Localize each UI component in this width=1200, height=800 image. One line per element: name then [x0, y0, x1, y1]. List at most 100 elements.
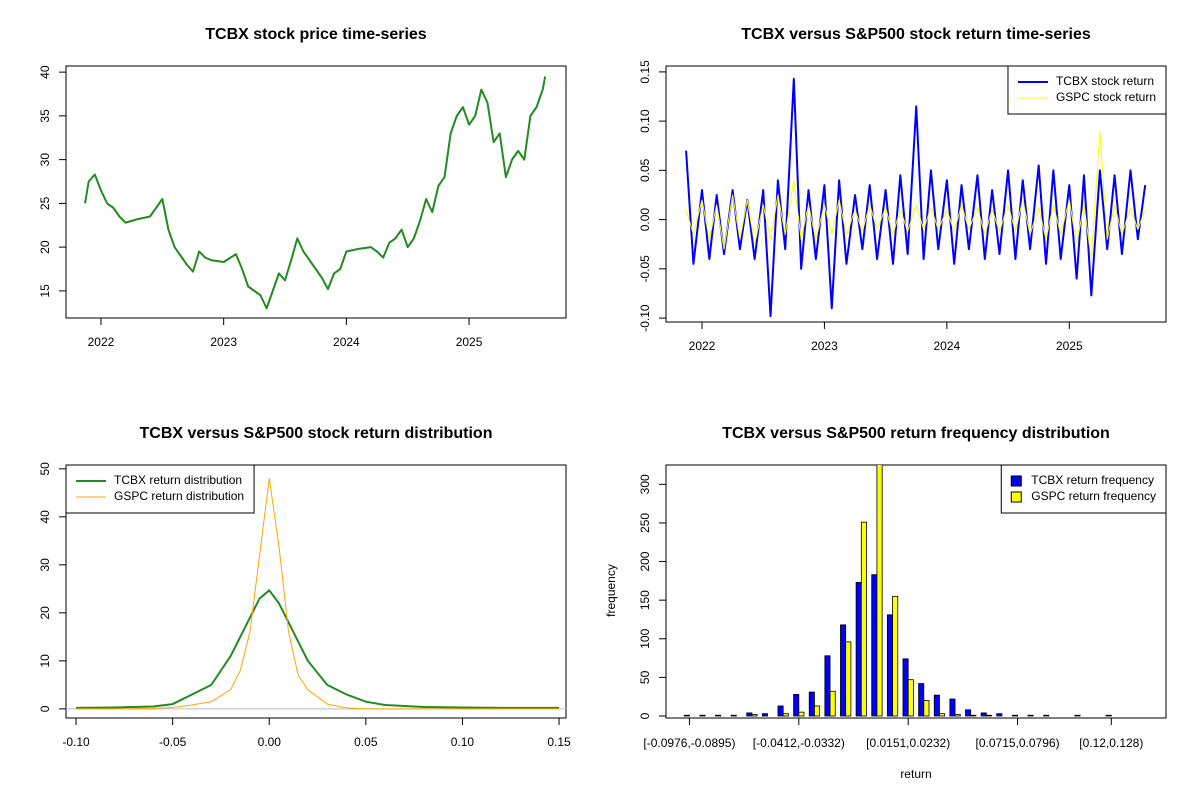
series-line [76, 477, 560, 710]
y-tick-label: 0.15 [638, 60, 652, 84]
y-tick-label: 40 [38, 65, 52, 79]
x-tick-label: 0.15 [547, 735, 571, 749]
y-tick-label: 0 [638, 712, 652, 719]
x-tick-label: [-0.0412,-0.0332) [753, 736, 845, 750]
y-tick-label: 150 [638, 590, 652, 610]
x-tick-label: 0.00 [258, 735, 282, 749]
bar [683, 714, 690, 717]
bar [1074, 714, 1081, 717]
legend-box [1000, 464, 1167, 514]
series-line [84, 76, 547, 310]
y-tick-label: -0.10 [638, 304, 652, 332]
plot-area [66, 477, 566, 710]
bar [808, 691, 815, 717]
bar [730, 714, 737, 717]
bar [782, 713, 789, 717]
y-tick-label: -0.05 [638, 255, 652, 283]
bar [855, 581, 862, 717]
legend-label: GSPC stock return [1056, 90, 1156, 104]
series-line [685, 130, 1146, 260]
bar [777, 705, 784, 717]
bar [746, 712, 753, 717]
bar [933, 694, 940, 717]
x-tick-label: 2022 [88, 335, 115, 349]
bar [918, 683, 925, 717]
legend-box [65, 464, 255, 514]
x-axis-label: return [900, 767, 931, 781]
legend-label: GSPC return frequency [1031, 489, 1156, 503]
bar [829, 690, 836, 717]
x-tick-label: -0.10 [62, 735, 90, 749]
chart-title: TCBX versus S&P500 stock return distribu… [140, 425, 493, 442]
legend-swatch [1010, 475, 1022, 487]
y-tick-label: 20 [38, 240, 52, 254]
bar [761, 713, 768, 717]
bar [824, 655, 831, 717]
x-tick-label: 0.05 [354, 735, 378, 749]
plot-area [84, 76, 547, 310]
x-tick-label: -0.05 [159, 735, 187, 749]
legend-swatch [1010, 491, 1022, 503]
bar [939, 713, 946, 717]
y-tick-label: 50 [38, 462, 52, 476]
plot-area [685, 77, 1147, 318]
y-tick-label: 250 [638, 513, 652, 533]
bar [871, 574, 878, 717]
y-tick-label: 10 [38, 654, 52, 668]
y-tick-label: 30 [38, 153, 52, 167]
bar [892, 595, 899, 717]
y-tick-label: 25 [38, 196, 52, 210]
y-tick-label: 0.00 [638, 208, 652, 232]
y-tick-label: 30 [38, 558, 52, 572]
bar [699, 714, 706, 717]
chart-title: TCBX versus S&P500 stock return time-ser… [741, 26, 1091, 43]
y-tick-label: 0.10 [638, 109, 652, 133]
x-tick-label: [0.12,0.128) [1079, 736, 1143, 750]
x-tick-label: 2023 [811, 339, 838, 353]
bar [1011, 714, 1018, 717]
legend-label: TCBX stock return [1056, 74, 1154, 88]
bar [814, 705, 821, 717]
x-tick-label: 2025 [456, 335, 483, 349]
plot-area [683, 465, 1112, 717]
bar [860, 521, 867, 717]
x-tick-label: 2025 [1056, 339, 1083, 353]
bar [798, 711, 805, 717]
x-tick-label: 0.10 [451, 735, 475, 749]
x-tick-label: [0.0151,0.0232) [866, 736, 950, 750]
y-tick-label: 300 [638, 474, 652, 494]
legend-label: GSPC return distribution [114, 489, 244, 503]
bar [985, 714, 992, 717]
bar [949, 698, 956, 717]
chart-title: TCBX stock price time-series [205, 26, 427, 43]
bar [996, 713, 1003, 717]
y-tick-label: 50 [638, 670, 652, 684]
bar [980, 712, 987, 717]
legend-label: TCBX return distribution [114, 473, 242, 487]
bar [886, 614, 893, 717]
bar [793, 693, 800, 717]
legend: TCBX stock return GSPC stock return [1007, 65, 1167, 115]
legend-label: TCBX return frequency [1031, 473, 1154, 487]
bar [1027, 714, 1034, 717]
bar [845, 641, 852, 717]
bar [1043, 714, 1050, 717]
bar [954, 714, 961, 717]
x-tick-label: 2024 [333, 335, 360, 349]
x-tick-label: [0.0715,0.0796) [976, 736, 1060, 750]
bar [840, 624, 847, 717]
y-tick-label: 20 [38, 606, 52, 620]
bar [751, 714, 758, 717]
y-tick-label: 200 [638, 551, 652, 571]
chart-title: TCBX versus S&P500 return frequency dist… [722, 425, 1110, 442]
x-tick-label: 2022 [689, 339, 716, 353]
bar [876, 465, 883, 717]
y-tick-label: 35 [38, 109, 52, 123]
series-line [76, 589, 560, 709]
y-tick-label: 100 [638, 628, 652, 648]
bar [970, 714, 977, 717]
bar [965, 709, 972, 717]
x-tick-label: 2024 [934, 339, 961, 353]
